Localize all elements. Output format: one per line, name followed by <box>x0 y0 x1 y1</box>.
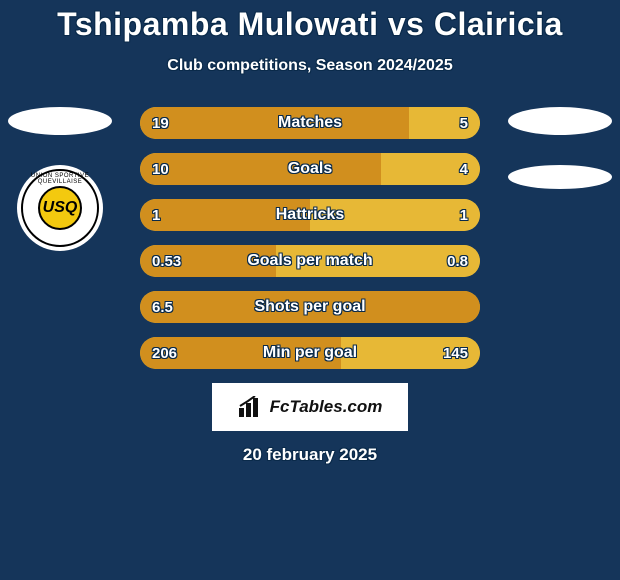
bar-row: Goals10 4 <box>140 153 480 185</box>
bar-row: Goals per match0.53 0.8 <box>140 245 480 277</box>
bar-label: Goals per match <box>140 245 480 277</box>
player-ellipse-right-2 <box>508 165 612 189</box>
bar-value-left: 206 <box>152 337 177 369</box>
bar-row: Shots per goal6.5 <box>140 291 480 323</box>
bar-label: Goals <box>140 153 480 185</box>
bar-label: Min per goal <box>140 337 480 369</box>
club-badge-left: UNION SPORTIVE QUEVILLAISE USQ <box>17 165 103 251</box>
bar-value-right: 4 <box>460 153 468 185</box>
bar-label: Shots per goal <box>140 291 480 323</box>
brand-text: FcTables.com <box>270 397 383 417</box>
bar-value-left: 6.5 <box>152 291 173 323</box>
bar-label: Matches <box>140 107 480 139</box>
bar-value-right: 145 <box>443 337 468 369</box>
bar-row: Matches19 5 <box>140 107 480 139</box>
bar-row: Min per goal206 145 <box>140 337 480 369</box>
bar-value-right: 1 <box>460 199 468 231</box>
bar-value-left: 0.53 <box>152 245 181 277</box>
page-title: Tshipamba Mulowati vs Clairicia <box>0 6 620 43</box>
right-column <box>508 107 612 189</box>
brand-box: FcTables.com <box>212 383 408 431</box>
bar-value-right: 5 <box>460 107 468 139</box>
comparison-infographic: Tshipamba Mulowati vs Clairicia Club com… <box>0 0 620 580</box>
bar-label: Hattricks <box>140 199 480 231</box>
player-ellipse-left <box>8 107 112 135</box>
club-badge-ring-text: UNION SPORTIVE QUEVILLAISE <box>17 173 103 185</box>
bar-value-left: 1 <box>152 199 160 231</box>
brand-icon <box>238 396 264 418</box>
left-column: UNION SPORTIVE QUEVILLAISE USQ <box>8 107 112 251</box>
bars-container: Matches19 5 Goals10 4 Hattricks1 1 Goals per m… <box>140 107 480 369</box>
bar-value-left: 19 <box>152 107 169 139</box>
bar-row: Hattricks1 1 <box>140 199 480 231</box>
bar-value-left: 10 <box>152 153 169 185</box>
bar-value-right: 0.8 <box>447 245 468 277</box>
page-subtitle: Club competitions, Season 2024/2025 <box>0 57 620 75</box>
date-text: 20 february 2025 <box>0 445 620 465</box>
player-ellipse-right-1 <box>508 107 612 135</box>
content-area: UNION SPORTIVE QUEVILLAISE USQ Matches19… <box>0 107 620 465</box>
